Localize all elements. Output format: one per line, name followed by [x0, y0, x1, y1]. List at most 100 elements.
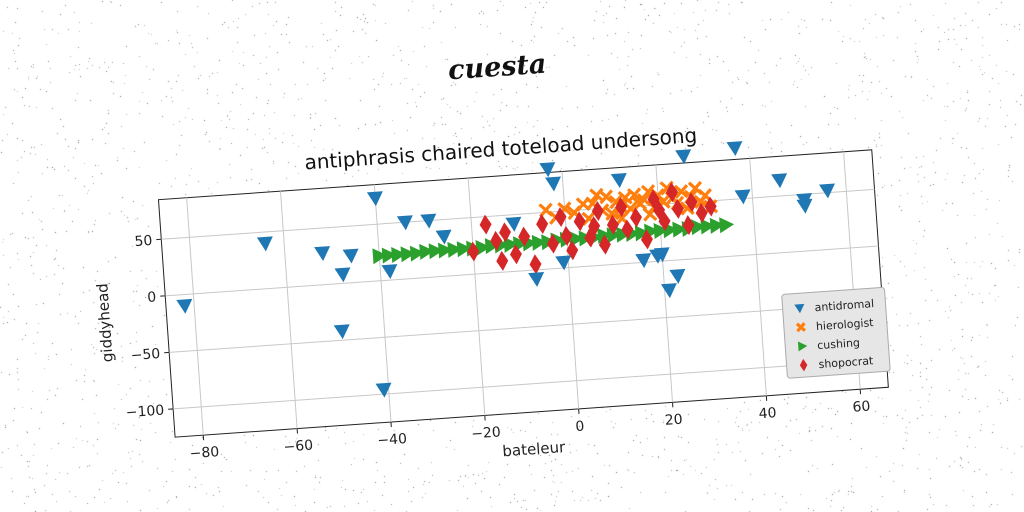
hierologist-point — [673, 184, 689, 200]
shopocrat-point — [671, 198, 684, 219]
shopocrat-point — [588, 216, 601, 237]
shopocrat-point — [518, 226, 531, 247]
cushing-point — [634, 225, 650, 242]
antidromal-point — [375, 382, 392, 398]
antidromal-point — [796, 193, 813, 208]
antidromal-point — [381, 264, 398, 280]
cushing-point — [438, 242, 453, 259]
cushing-point — [719, 217, 735, 234]
shopocrat-point — [499, 222, 511, 243]
shopocrat-point — [529, 254, 542, 275]
legend: antidromal hierologist cushing shopocrat — [781, 286, 891, 379]
x-tick-label: −80 — [189, 444, 220, 462]
y-tick-label: 50 — [134, 233, 153, 250]
antidromal-point — [653, 247, 670, 263]
y-gridline — [169, 301, 883, 353]
cushing-point — [381, 247, 397, 264]
cushing-point — [691, 219, 706, 236]
cushing-point — [616, 226, 632, 243]
cushing-point — [531, 234, 547, 251]
legend-label-antidromal: antidromal — [814, 297, 874, 314]
shopocrat-point — [606, 214, 619, 235]
x-axis-label: bateleur — [502, 438, 567, 460]
axes-frame — [157, 149, 889, 438]
y-tick-label: −100 — [125, 403, 164, 422]
shopocrat-point — [509, 244, 522, 265]
x-tick-label: 60 — [852, 399, 871, 416]
antidromal-point — [342, 248, 359, 264]
x-tick-label: 40 — [758, 405, 777, 422]
plot-area: −80 −60 −40 −20 0 20 40 60 −100 −50 0 50 — [125, 141, 889, 462]
shopocrat-point — [621, 219, 634, 240]
antidromal-point — [334, 267, 351, 283]
x-tick-label: −60 — [283, 438, 314, 456]
x-tick-label: −40 — [377, 431, 408, 449]
cushing-point — [709, 217, 725, 234]
shopocrat-point — [584, 227, 597, 248]
antidromal-point — [366, 191, 383, 207]
antidromal-point — [635, 253, 652, 269]
data-marks — [176, 141, 835, 398]
antidromal-point — [539, 162, 556, 178]
hierologist-point — [589, 187, 605, 203]
x-tick-label: −20 — [471, 424, 502, 442]
y-tick-label: 0 — [147, 289, 157, 306]
cushing-point — [400, 246, 416, 263]
x-tick-label: 20 — [664, 412, 683, 429]
antidromal-point — [660, 283, 677, 299]
legend-marker-antidromal — [794, 303, 805, 314]
shopocrat-point — [554, 207, 567, 228]
legend-label-shopocrat: shopocrat — [818, 354, 874, 371]
cushing-point — [428, 243, 444, 260]
cushing-point — [475, 239, 491, 256]
legend-marker-cushing — [797, 341, 808, 352]
cushing-point — [419, 243, 435, 260]
cushing-point — [700, 218, 716, 235]
shopocrat-point — [685, 192, 698, 213]
shopocrat-point — [566, 240, 579, 261]
series-shopocrat — [467, 182, 717, 275]
antidromal-point — [396, 215, 413, 231]
antidromal-point — [435, 229, 452, 245]
series-antidromal — [176, 141, 835, 398]
antidromal-point — [819, 183, 835, 199]
antidromal-point — [669, 268, 686, 284]
y-gridline — [161, 188, 875, 240]
antidromal-point — [256, 236, 273, 252]
axis-ticks: −80 −60 −40 −20 0 20 40 60 −100 −50 0 50 — [125, 233, 871, 462]
shopocrat-point — [467, 241, 480, 262]
antidromal-point — [420, 213, 437, 229]
chart-group: antiphrasis chaired toteload undersong −… — [93, 123, 891, 462]
antidromal-point — [505, 216, 522, 232]
shopocrat-point — [653, 200, 666, 221]
antidromal-point — [675, 149, 692, 165]
shopocrat-point — [682, 215, 695, 236]
y-axis-label: giddyhead — [93, 283, 116, 363]
antidromal-point — [176, 298, 193, 314]
cushing-point — [391, 247, 407, 263]
cushing-point — [484, 238, 500, 255]
shopocrat-point — [640, 229, 653, 250]
shopocrat-point — [479, 214, 492, 235]
cushing-point — [372, 248, 388, 265]
shopocrat-point — [615, 197, 628, 218]
shopocrat-point — [496, 250, 509, 271]
legend-box — [781, 286, 891, 379]
y-gridline — [173, 358, 887, 410]
y-gridline — [165, 245, 879, 297]
shopocrat-point — [598, 234, 611, 255]
hierologist-point — [604, 205, 620, 221]
cushing-point — [653, 222, 669, 239]
shopocrat-point — [546, 233, 559, 254]
legend-label-cushing: cushing — [817, 336, 861, 352]
legend-label-hierologist: hierologist — [815, 316, 874, 333]
cushing-point — [672, 221, 688, 238]
antidromal-point — [734, 189, 751, 205]
antidromal-point — [528, 271, 545, 287]
shopocrat-point — [704, 196, 717, 217]
y-tick-label: −50 — [130, 346, 161, 364]
shopocrat-point — [573, 211, 586, 232]
shopocrat-point — [560, 225, 573, 246]
cushing-point — [606, 227, 622, 244]
